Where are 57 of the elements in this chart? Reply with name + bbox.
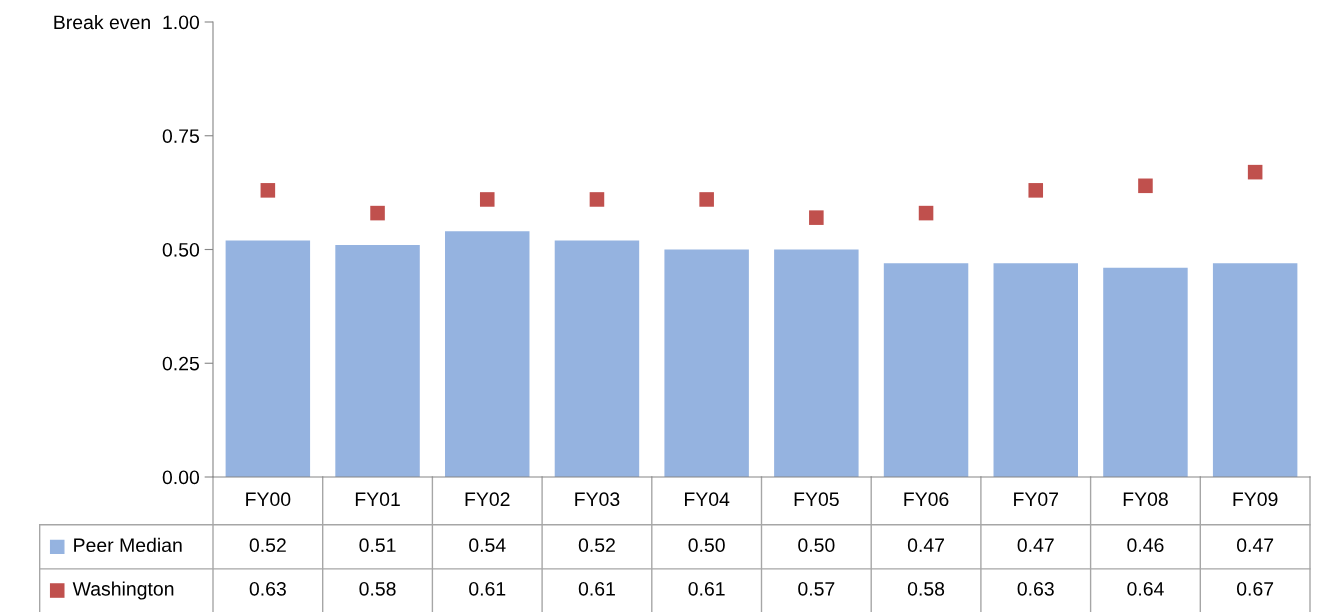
point — [370, 205, 385, 221]
x-tick-label: FY00 — [246, 492, 291, 507]
point — [589, 192, 605, 207]
x-tick-label: FY08 — [1123, 492, 1168, 507]
y-tick-label: 0.25 — [162, 356, 199, 371]
point — [699, 192, 714, 207]
data-label: 0.54 — [469, 538, 506, 553]
x-tick-label: FY04 — [685, 492, 730, 507]
data-label: 0.61 — [688, 581, 725, 596]
data-label: 0.47 — [1017, 538, 1054, 553]
x-tick-label: FY07 — [1014, 492, 1059, 507]
bar — [445, 231, 530, 477]
bar — [1212, 263, 1298, 477]
data-label: 0.50 — [688, 538, 725, 553]
legend-label: Peer Median — [74, 537, 182, 553]
point — [809, 210, 824, 225]
bar — [335, 244, 420, 477]
data-label: 0.50 — [798, 538, 835, 553]
x-tick-label: FY02 — [465, 492, 510, 507]
data-label: 0.58 — [359, 581, 396, 596]
data-label: 0.52 — [249, 538, 286, 553]
point — [918, 205, 934, 221]
data-label: 0.51 — [359, 538, 396, 553]
data-label: 0.63 — [249, 581, 286, 596]
point — [479, 192, 495, 207]
legend-label: Washington — [72, 581, 174, 600]
data-label: 0.52 — [578, 538, 615, 553]
bar — [883, 263, 969, 477]
point — [1028, 183, 1044, 198]
point — [1138, 178, 1153, 194]
bar — [554, 240, 640, 477]
x-tick-label: FY03 — [575, 492, 620, 507]
data-label: 0.61 — [469, 581, 506, 596]
data-label: 0.58 — [907, 581, 945, 596]
data-label: 0.47 — [907, 538, 944, 553]
point — [260, 183, 276, 198]
x-tick-label: FY09 — [1233, 492, 1278, 507]
y-tick-label: Break even 1.00 — [54, 14, 200, 30]
y-tick-label: 0.50 — [162, 242, 200, 257]
x-tick-label: FY05 — [794, 492, 839, 507]
y-tick-label: 0.75 — [162, 129, 199, 143]
x-tick-label: FY06 — [904, 492, 949, 507]
data-label: 0.46 — [1127, 538, 1164, 553]
point — [1247, 164, 1263, 180]
data-label: 0.63 — [1017, 581, 1054, 596]
data-label: 0.67 — [1236, 581, 1274, 596]
bar — [993, 263, 1078, 477]
y-tick-label: 0.00 — [162, 470, 200, 485]
bar — [1103, 267, 1188, 477]
x-tick-label: FY01 — [355, 492, 400, 507]
data-label: 0.64 — [1127, 581, 1164, 596]
data-label: 0.57 — [798, 581, 835, 596]
bar — [225, 240, 311, 477]
data-label: 0.47 — [1236, 538, 1274, 553]
bar — [664, 249, 749, 477]
bar — [774, 249, 859, 477]
data-label: 0.61 — [578, 581, 615, 596]
